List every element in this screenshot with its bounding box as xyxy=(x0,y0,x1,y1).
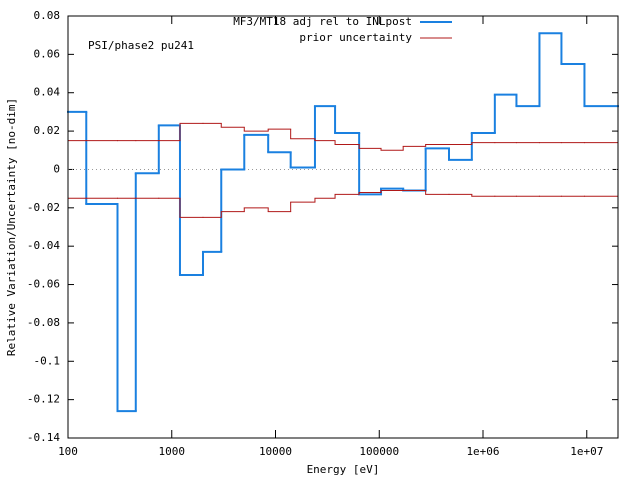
legend-label: MF3/MT18 adj rel to INLpost xyxy=(233,15,412,28)
y-tick-label: -0.02 xyxy=(27,201,60,214)
x-tick-label: 1000 xyxy=(159,445,186,458)
y-tick-label: 0.06 xyxy=(34,47,61,60)
x-tick-label: 100000 xyxy=(359,445,399,458)
annotation: PSI/phase2 pu241 xyxy=(88,39,194,52)
y-tick-label: -0.12 xyxy=(27,393,60,406)
x-tick-label: 10000 xyxy=(259,445,292,458)
x-tick-label: 100 xyxy=(58,445,78,458)
y-tick-label: -0.04 xyxy=(27,239,60,252)
x-tick-label: 1e+06 xyxy=(466,445,499,458)
y-tick-label: 0.02 xyxy=(34,124,61,137)
y-tick-label: -0.08 xyxy=(27,316,60,329)
legend-label: prior uncertainty xyxy=(299,31,412,44)
y-tick-label: 0 xyxy=(53,162,60,175)
y-tick-label: -0.1 xyxy=(34,354,61,367)
plot-border xyxy=(67,15,619,439)
x-axis-label: Energy [eV] xyxy=(307,463,380,476)
y-tick-label: 0.04 xyxy=(34,86,61,99)
y-axis-label: Relative Variation/Uncertainty [no-dim] xyxy=(5,98,18,356)
y-tick-label: -0.14 xyxy=(27,431,60,444)
y-tick-label: 0.08 xyxy=(34,9,61,22)
x-tick-label: 1e+07 xyxy=(570,445,603,458)
y-tick-label: -0.06 xyxy=(27,278,60,291)
